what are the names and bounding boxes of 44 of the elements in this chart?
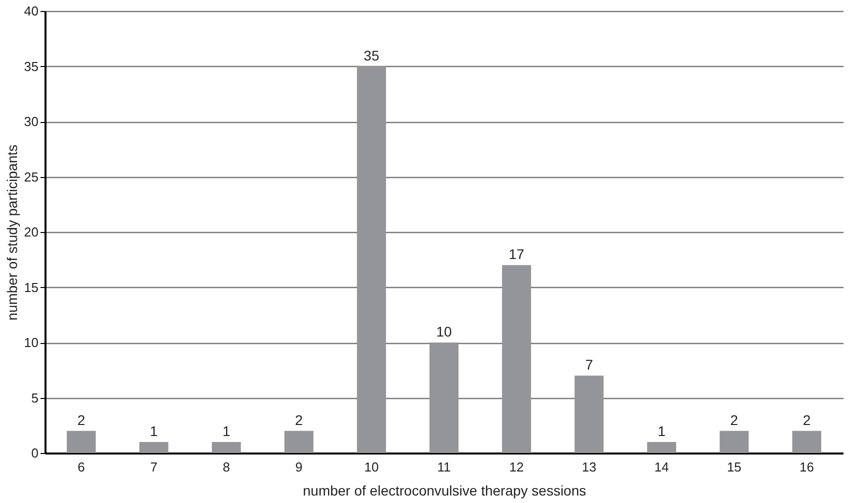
- x-tick-label: 10: [364, 460, 379, 474]
- data-label: 2: [77, 412, 86, 428]
- y-tick-label: 40: [24, 4, 38, 18]
- x-tick-label: 14: [654, 460, 669, 474]
- bar: [720, 430, 749, 453]
- x-axis-title: number of electroconvulsive therapy sessions: [302, 482, 586, 498]
- x-tick-label: 6: [78, 460, 85, 474]
- y-tick-label: 0: [31, 446, 38, 460]
- x-tick-label: 9: [295, 460, 303, 474]
- y-tick-label: 20: [24, 224, 38, 240]
- data-label: 2: [295, 412, 304, 428]
- bar: [284, 430, 314, 453]
- x-tick-label: 12: [509, 460, 524, 474]
- data-label: 1: [222, 422, 230, 439]
- data-label: 17: [508, 246, 525, 262]
- y-tick-label: 25: [24, 169, 38, 184]
- x-tick-label: 15: [726, 460, 742, 474]
- bar: [139, 442, 168, 453]
- x-tick-label: 16: [799, 460, 814, 474]
- y-tick-label: 15: [24, 280, 38, 295]
- x-tick-label: 13: [582, 460, 596, 474]
- bar: [574, 376, 604, 453]
- data-label: 10: [436, 324, 452, 340]
- bar: [212, 442, 241, 453]
- bar: [647, 442, 676, 453]
- data-label: 1: [150, 422, 158, 439]
- bar: [429, 342, 459, 453]
- x-tick-label: 11: [437, 460, 451, 474]
- bar: [356, 66, 386, 453]
- x-tick-label: 7: [150, 460, 158, 474]
- y-tick-label: 10: [24, 335, 38, 350]
- bar: [66, 430, 96, 453]
- x-tick-label: 8: [222, 460, 230, 474]
- y-tick-label: 30: [24, 114, 38, 129]
- y-tick-label: 5: [31, 390, 38, 406]
- data-label: 7: [585, 356, 594, 373]
- y-axis-title: number of study participants: [4, 144, 20, 320]
- y-tick-label: 35: [24, 58, 38, 74]
- data-label: 1: [658, 422, 666, 439]
- data-label: 2: [730, 412, 738, 428]
- data-label: 35: [364, 47, 380, 64]
- data-label: 2: [802, 412, 811, 428]
- bar: [792, 430, 822, 453]
- bar: [502, 265, 532, 453]
